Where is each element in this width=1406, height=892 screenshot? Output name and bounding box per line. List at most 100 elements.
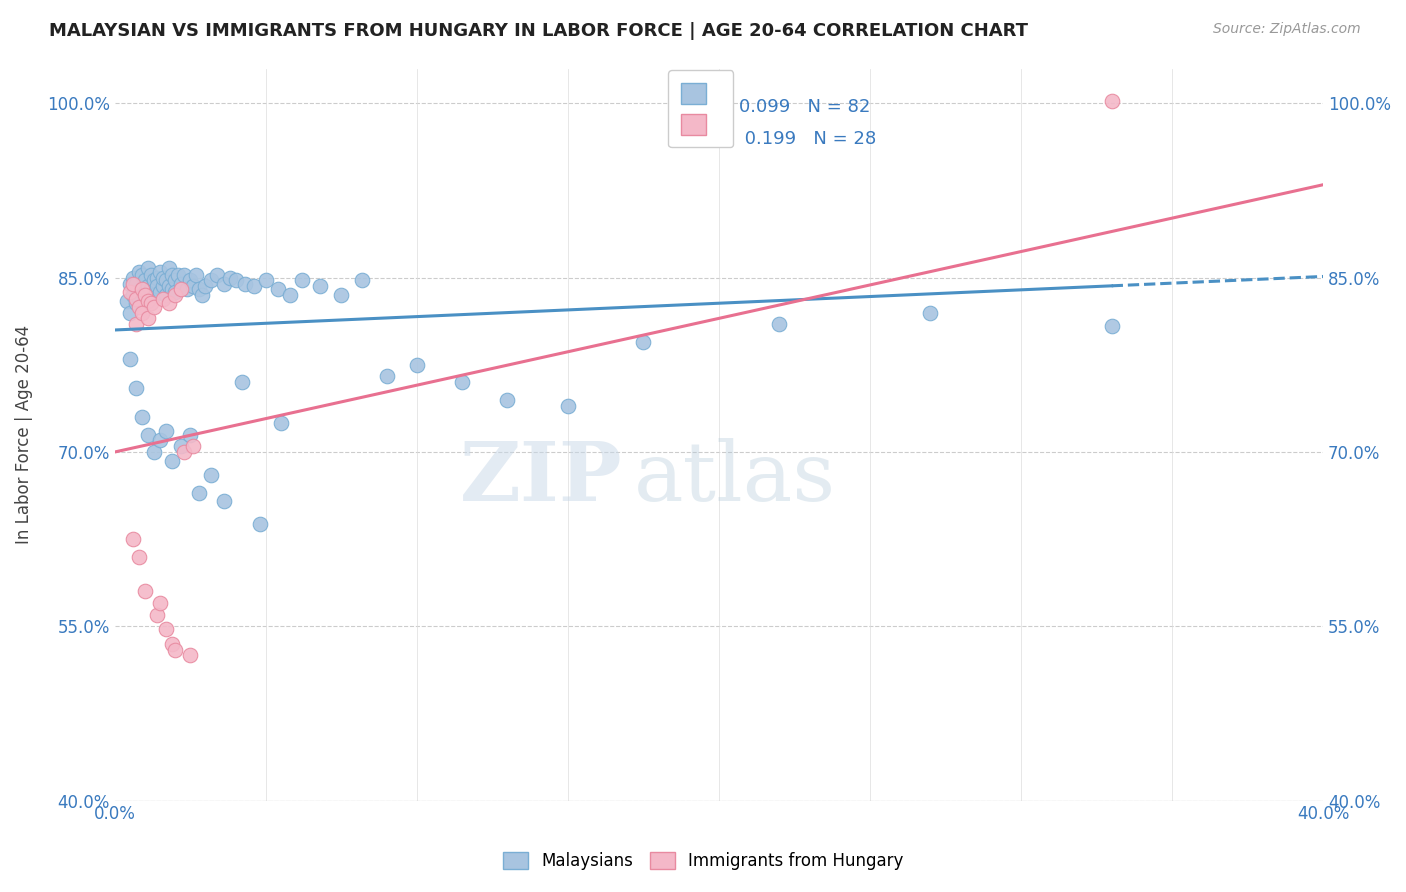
Point: [125, 292, 148, 306]
Point: [157, 278, 180, 293]
Point: [768, 317, 790, 331]
Point: [207, 268, 229, 283]
Point: [191, 288, 214, 302]
Point: [152, 278, 174, 293]
Point: [149, 285, 172, 299]
Point: [1101, 94, 1123, 108]
Point: [218, 270, 240, 285]
Text: MALAYSIAN VS IMMIGRANTS FROM HUNGARY IN LABOR FORCE | AGE 20-64 CORRELATION CHAR: MALAYSIAN VS IMMIGRANTS FROM HUNGARY IN …: [49, 22, 1028, 40]
Point: [146, 270, 169, 285]
Point: [128, 300, 150, 314]
Point: [249, 516, 271, 531]
Point: [139, 282, 162, 296]
Point: [231, 376, 253, 390]
Point: [176, 282, 198, 296]
Point: [160, 282, 183, 296]
Point: [131, 282, 153, 296]
Point: [136, 311, 159, 326]
Point: [131, 282, 153, 296]
Point: [267, 282, 290, 296]
Point: [278, 288, 301, 302]
Point: [118, 305, 141, 319]
Point: [134, 273, 156, 287]
Point: [134, 584, 156, 599]
Point: [131, 410, 153, 425]
Point: [125, 317, 148, 331]
Point: [188, 282, 211, 296]
Point: [200, 468, 222, 483]
Point: [179, 273, 201, 287]
Point: [451, 376, 474, 390]
Point: [128, 292, 150, 306]
Point: [291, 273, 314, 287]
Point: [330, 288, 353, 302]
Point: [139, 268, 162, 283]
Point: [136, 261, 159, 276]
Point: [134, 288, 156, 302]
Point: [128, 265, 150, 279]
Text: Source: ZipAtlas.com: Source: ZipAtlas.com: [1213, 22, 1361, 37]
Legend: , : ,: [668, 70, 734, 147]
Y-axis label: In Labor Force | Age 20-64: In Labor Force | Age 20-64: [15, 325, 32, 544]
Point: [155, 424, 177, 438]
Point: [118, 277, 141, 291]
Text: atlas: atlas: [634, 439, 837, 518]
Point: [212, 277, 235, 291]
Point: [160, 637, 183, 651]
Point: [170, 282, 193, 296]
Point: [146, 607, 169, 622]
Point: [254, 273, 277, 287]
Point: [212, 493, 235, 508]
Point: [188, 485, 211, 500]
Point: [633, 334, 655, 349]
Point: [170, 439, 193, 453]
Point: [125, 296, 148, 310]
Point: [160, 268, 183, 283]
Point: [155, 288, 177, 302]
Point: [152, 292, 174, 306]
Point: [149, 265, 172, 279]
Point: [270, 416, 292, 430]
Point: [165, 273, 187, 287]
Text: R =  0.199   N = 28: R = 0.199 N = 28: [700, 130, 876, 148]
Point: [157, 261, 180, 276]
Point: [115, 293, 138, 308]
Point: [143, 300, 166, 314]
Point: [165, 288, 187, 302]
Point: [152, 270, 174, 285]
Point: [125, 381, 148, 395]
Point: [233, 277, 256, 291]
Point: [155, 622, 177, 636]
Point: [157, 296, 180, 310]
Point: [170, 277, 193, 291]
Point: [920, 305, 942, 319]
Point: [173, 445, 195, 459]
Point: [405, 358, 427, 372]
Point: [200, 273, 222, 287]
Point: [136, 427, 159, 442]
Point: [139, 296, 162, 310]
Point: [165, 285, 187, 299]
Point: [225, 273, 247, 287]
Point: [179, 427, 201, 442]
Point: [122, 277, 145, 291]
Point: [496, 392, 519, 407]
Point: [149, 434, 172, 448]
Point: [557, 399, 579, 413]
Point: [143, 288, 166, 302]
Point: [118, 352, 141, 367]
Point: [375, 369, 398, 384]
Point: [143, 273, 166, 287]
Text: R = 0.099   N = 82: R = 0.099 N = 82: [700, 98, 870, 116]
Point: [242, 278, 264, 293]
Point: [167, 268, 190, 283]
Point: [122, 288, 145, 302]
Legend: Malaysians, Immigrants from Hungary: Malaysians, Immigrants from Hungary: [496, 845, 910, 877]
Point: [131, 268, 153, 283]
Point: [122, 532, 145, 546]
Point: [309, 278, 332, 293]
Point: [146, 278, 169, 293]
Point: [194, 278, 217, 293]
Point: [165, 642, 187, 657]
Point: [173, 268, 195, 283]
